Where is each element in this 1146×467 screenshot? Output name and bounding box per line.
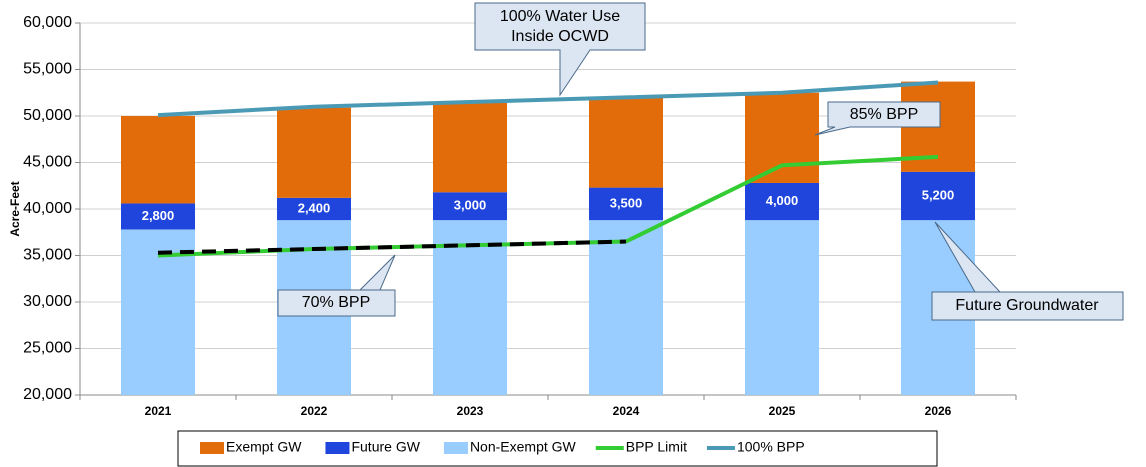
legend-label: BPP Limit [626,439,687,455]
bar-segment [121,203,195,230]
y-tick-label: 55,000 [23,61,72,78]
bar-segment [121,229,195,395]
annotation: 85% BPP [850,106,918,123]
callout [931,221,1124,321]
x-tick-label: 2025 [769,404,796,418]
data-label: 3,500 [610,195,643,210]
y-tick-label: 50,000 [23,107,72,124]
y-tick-label: 60,000 [23,14,72,31]
bar-segment [121,116,195,204]
bar-segment [277,107,351,198]
annotation: Future Groundwater [955,297,1099,314]
data-label: 2,800 [142,208,175,223]
callout [277,254,396,317]
legend: Exempt GW Future GW Non-Exempt GW BPP Limit… [200,439,805,455]
y-tick-label: 45,000 [23,154,72,171]
y-tick-label: 20,000 [23,386,72,403]
data-label: 3,000 [454,198,487,213]
plot-area: 20,000 25,000 30,000 35,000 40,000 45,000 50,0… [23,14,1017,418]
bar-segment [433,192,507,221]
callout [474,2,646,97]
bar-segment [277,197,351,221]
bar-segment [589,97,663,188]
legend-label: Exempt GW [226,439,302,455]
legend-swatch [200,442,224,454]
y-tick-label: 30,000 [23,293,72,310]
annotation: 100% Water Use [500,8,620,25]
bar-segment [433,220,507,395]
line [157,80,939,118]
data-label: 5,200 [922,187,955,202]
x-tick-label: 2024 [613,404,640,418]
x-tick-label: 2026 [925,404,952,418]
legend-box [177,430,938,467]
dashed-line [157,239,627,255]
callout [814,101,941,136]
legend-label: 100% BPP [737,439,805,455]
legend-swatch [443,442,468,454]
legend-swatch [325,442,350,454]
legend-label: Future GW [351,439,420,455]
data-label: 4,000 [766,193,799,208]
data-label: 2,400 [298,200,331,215]
y-axis-label: Acre-Feet [8,181,22,236]
legend-label: Non-Exempt GW [470,439,577,455]
x-tick-label: 2023 [457,404,484,418]
bar-segment [745,220,819,395]
bar-segment [745,92,819,183]
bar-segment [433,102,507,193]
bar-segment [901,171,975,221]
annotation: 70% BPP [302,294,370,311]
x-tick-label: 2022 [301,404,328,418]
bar-segment [745,182,819,221]
bar-segment [589,220,663,395]
y-tick-label: 25,000 [23,340,72,357]
annotation: Inside OCWD [511,28,609,45]
annotations: 100% Water Use Inside OCWD 85% BPP 70% B… [277,2,1124,321]
x-tick-label: 2021 [145,404,172,418]
line [157,154,939,258]
bar-segment [589,187,663,221]
y-tick-label: 40,000 [23,200,72,217]
y-tick-label: 35,000 [23,247,72,264]
